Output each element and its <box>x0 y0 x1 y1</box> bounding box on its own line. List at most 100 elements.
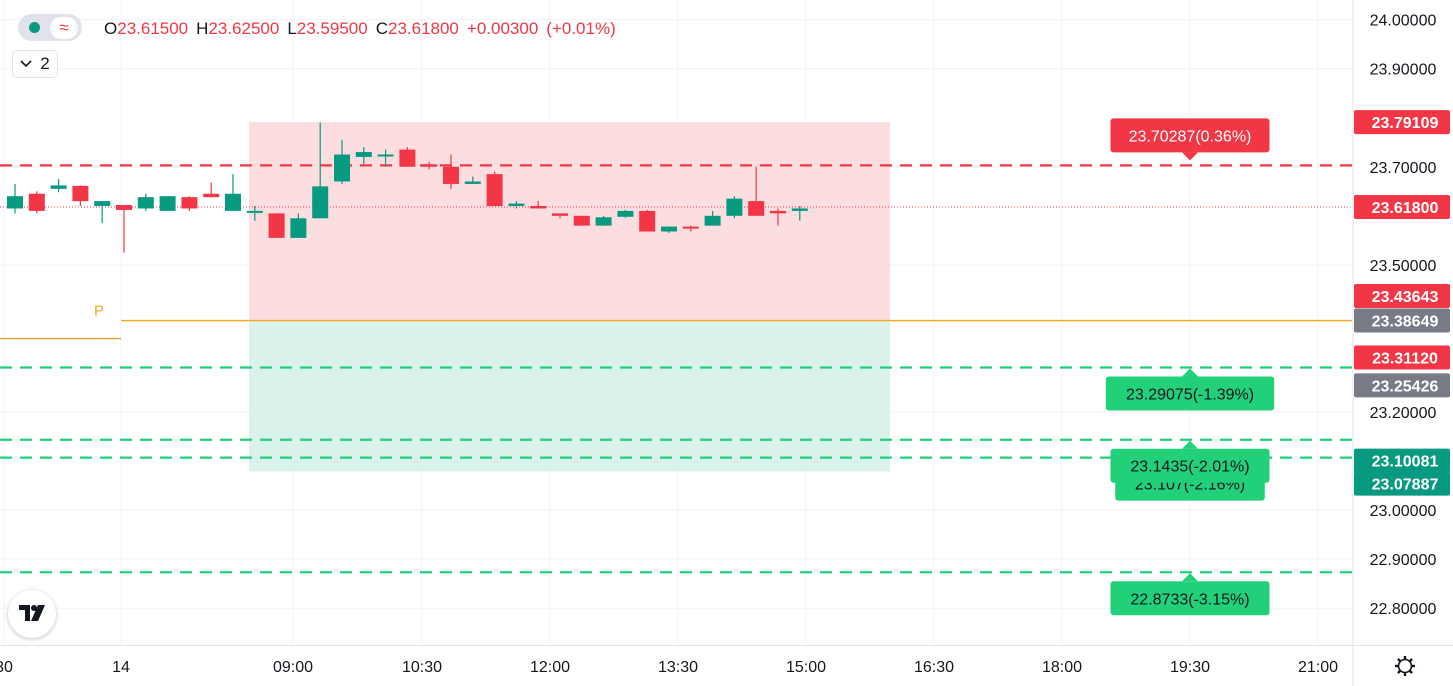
time-tick-label: 13:30 <box>658 659 698 676</box>
level-label[interactable]: 22.8733(-3.15%) <box>1110 573 1270 616</box>
price-tick-label: 23.20000 <box>1370 405 1437 422</box>
candle-body <box>770 210 786 214</box>
price-tag-text: 23.10081 <box>1372 454 1439 471</box>
level-label-pointer <box>1182 368 1198 377</box>
price-tick-label: 24.00000 <box>1370 13 1437 30</box>
time-tick-label: 12:00 <box>530 659 570 676</box>
candle-body <box>661 226 677 232</box>
time-tick-label: 15:00 <box>786 659 826 676</box>
level-label[interactable]: 23.70287(0.36%) <box>1110 118 1270 161</box>
price-tag-text: 23.07887 <box>1372 477 1439 494</box>
candle-body <box>704 215 721 226</box>
chevron-down-icon <box>20 60 32 68</box>
level-label-text: 23.29075(-1.39%) <box>1126 387 1254 404</box>
tradingview-logo[interactable] <box>8 590 56 638</box>
price-tag-box <box>1354 345 1450 370</box>
candle-body <box>50 185 67 189</box>
time-tick-label: 21:00 <box>1298 659 1338 676</box>
candle-body <box>225 193 241 211</box>
candle-body <box>7 196 23 209</box>
candle-body <box>355 152 372 157</box>
level-label-text: 23.70287(0.36%) <box>1129 128 1252 145</box>
candle-body <box>72 185 89 202</box>
open-value: 23.61500 <box>117 19 189 38</box>
candle-body <box>290 218 307 238</box>
candles <box>7 122 808 253</box>
candle-body <box>552 213 568 216</box>
candle-body <box>268 213 285 238</box>
price-tag-text: 23.38649 <box>1372 314 1439 331</box>
collapse-indicators-button[interactable]: 2 <box>12 50 58 78</box>
candle-body <box>137 197 154 209</box>
time-tick-label: 19:30 <box>1170 659 1210 676</box>
price-tag-box <box>1354 194 1450 219</box>
gear-ring <box>1397 658 1413 674</box>
price-tick-label: 23.50000 <box>1370 258 1437 275</box>
price-tag-text: 23.31120 <box>1372 350 1438 367</box>
candle-body <box>748 201 765 216</box>
candle-body <box>116 205 132 210</box>
price-tag-text: 23.43643 <box>1372 289 1439 306</box>
candle-body <box>443 166 459 184</box>
candle-body <box>530 206 547 209</box>
price-tag-box <box>1354 308 1450 333</box>
price-tag-text: 23.79109 <box>1372 115 1439 132</box>
candle-body <box>682 226 699 229</box>
candle-body <box>399 149 416 167</box>
price-tag-text: 23.25426 <box>1372 378 1439 395</box>
stop-loss-zone <box>249 122 890 321</box>
open-label: O <box>104 19 118 38</box>
level-label[interactable]: 23.29075(-1.39%) <box>1105 368 1275 411</box>
price-tick-label: 22.90000 <box>1370 552 1437 569</box>
candle-body <box>464 181 481 184</box>
candle-body <box>28 193 45 211</box>
candle-body <box>508 203 525 207</box>
candle-body <box>159 196 176 211</box>
price-tick-label: 23.90000 <box>1370 62 1437 79</box>
market-status-icon <box>29 22 40 33</box>
level-label-box <box>1110 581 1270 616</box>
ohlc-legend: O23.61500 H23.62500 L23.59500 C23.61800 … <box>104 19 616 39</box>
time-tick-label: 16:30 <box>914 659 954 676</box>
candle-body <box>334 154 350 182</box>
gear-icon[interactable] <box>1395 656 1415 676</box>
candle-body <box>595 217 612 226</box>
level-label-text: 22.8733(-3.15%) <box>1130 591 1249 608</box>
symbol-legend[interactable]: ≈ <box>18 14 82 41</box>
high-label: H <box>196 19 209 38</box>
price-tag-text: 23.61800 <box>1372 200 1439 217</box>
high-value: 23.62500 <box>208 19 280 38</box>
time-tick-label: 14 <box>112 659 130 676</box>
candle-body <box>421 164 438 167</box>
candle-body <box>246 210 263 213</box>
pivot-label: P <box>94 303 104 320</box>
price-tag-box <box>1354 284 1450 309</box>
close-label: C <box>375 19 388 38</box>
tradingview-logo-icon <box>19 605 45 621</box>
wave-icon[interactable]: ≈ <box>50 17 78 39</box>
candle-body <box>573 215 590 226</box>
price-tick-label: 22.80000 <box>1370 601 1437 618</box>
price-tag-box <box>1354 110 1450 135</box>
change-value: +0.00300 <box>466 19 539 38</box>
low-value: 23.59500 <box>296 19 368 38</box>
price-tag-box <box>1354 373 1450 398</box>
take-profit-zone <box>249 320 890 472</box>
candle-body <box>203 193 220 198</box>
indicator-count: 2 <box>40 54 50 73</box>
candle-body <box>377 154 394 157</box>
price-tag-box <box>1354 471 1450 496</box>
level-label-box <box>1110 448 1270 483</box>
time-tick-label: 18:00 <box>1042 659 1082 676</box>
level-label[interactable]: 23.1435(-2.01%) <box>1110 440 1270 483</box>
time-tick-label: 09:00 <box>273 659 313 676</box>
price-axis <box>1353 0 1453 686</box>
candle-body <box>486 174 503 207</box>
position-zones <box>249 122 890 472</box>
candle-body <box>312 186 329 219</box>
change-percent: (+0.01%) <box>546 19 616 38</box>
candle-body <box>639 210 656 232</box>
candle-body <box>726 198 743 216</box>
